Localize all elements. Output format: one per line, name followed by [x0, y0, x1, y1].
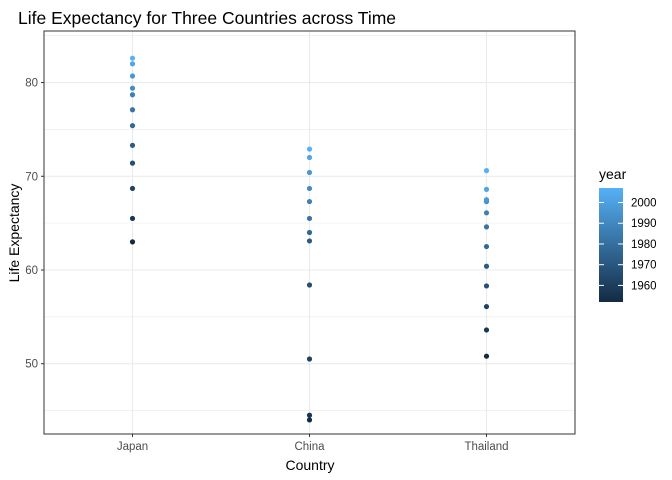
legend-colorbar: [599, 188, 623, 302]
data-point: [483, 186, 490, 192]
x-axis-title: Country: [285, 457, 334, 473]
legend: year 1960 1970 1980 1990 2000: [599, 166, 657, 302]
data-point: [129, 61, 136, 67]
y-tick-label: 70: [25, 171, 38, 183]
data-point: [483, 327, 490, 333]
data-point: [483, 197, 490, 203]
data-point: [306, 215, 313, 222]
data-point: [483, 224, 490, 230]
data-point: [306, 417, 313, 423]
legend-title: year: [599, 166, 627, 182]
data-point: [129, 142, 136, 148]
data-point: [483, 303, 490, 310]
y-tick-label: 60: [25, 265, 38, 277]
data-point: [129, 185, 136, 192]
data-point: [483, 353, 490, 359]
data-points: [129, 55, 490, 423]
data-point: [306, 146, 313, 152]
data-point: [306, 229, 313, 236]
data-point: [306, 412, 313, 418]
x-axis-ticks: Japan China Thailand: [117, 434, 509, 453]
legend-tick-label: 2000: [631, 198, 657, 210]
data-point: [306, 356, 313, 362]
grid-lines: [44, 31, 575, 434]
legend-tick-label: 1980: [631, 239, 657, 251]
data-point: [306, 198, 313, 205]
data-point: [306, 169, 313, 176]
data-point: [129, 215, 136, 222]
data-point: [483, 168, 490, 174]
data-point: [129, 55, 136, 61]
y-tick-label: 80: [25, 78, 38, 90]
chart-title: Life Expectancy for Three Countries acro…: [18, 8, 396, 28]
legend-tick-label: 1960: [631, 280, 657, 292]
x-tick-label: Thailand: [464, 441, 508, 453]
data-point: [129, 85, 136, 91]
y-axis-ticks: 50 60 70 80: [25, 78, 44, 371]
x-tick-label: China: [294, 441, 325, 453]
data-point: [483, 243, 490, 250]
data-point: [483, 263, 490, 269]
data-point: [306, 185, 313, 192]
data-point: [483, 210, 490, 216]
data-point: [129, 92, 136, 98]
data-point: [306, 282, 313, 288]
data-point: [129, 160, 136, 166]
data-point: [483, 283, 490, 289]
y-tick-label: 50: [25, 359, 38, 371]
x-tick-label: Japan: [117, 441, 148, 453]
data-point: [129, 73, 136, 79]
legend-tick-label: 1990: [631, 218, 657, 230]
data-point: [129, 123, 136, 129]
data-point: [129, 239, 136, 245]
data-point: [306, 238, 313, 244]
data-point: [129, 107, 136, 113]
legend-tick-label: 1970: [631, 260, 657, 272]
data-point: [306, 154, 313, 161]
legend-ticks: 1960 1970 1980 1990 2000: [599, 198, 657, 292]
y-axis-title: Life Expectancy: [6, 184, 22, 283]
